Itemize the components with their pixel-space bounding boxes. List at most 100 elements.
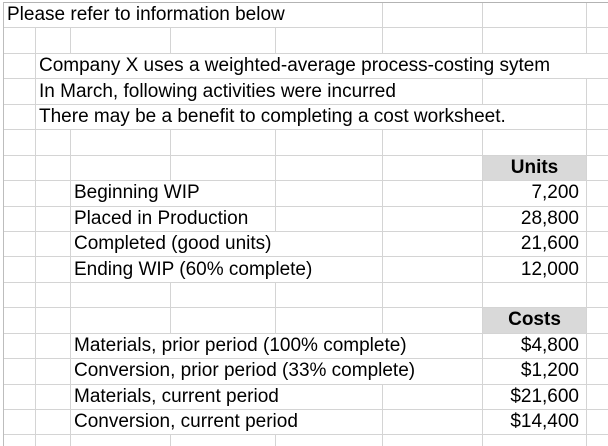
empty-cell[interactable] xyxy=(383,206,483,232)
empty-cell[interactable] xyxy=(36,308,71,334)
empty-cell[interactable] xyxy=(4,359,36,385)
empty-cell[interactable] xyxy=(383,410,483,436)
empty-cell[interactable] xyxy=(483,28,587,54)
empty-cell[interactable] xyxy=(36,181,71,207)
empty-cell[interactable] xyxy=(36,384,71,410)
empty-cell[interactable] xyxy=(383,435,483,446)
empty-cell[interactable] xyxy=(36,410,71,436)
cell-note-line1[interactable]: Company X uses a weighted-average proces… xyxy=(36,54,608,80)
empty-cell[interactable] xyxy=(276,130,383,156)
empty-cell[interactable] xyxy=(4,435,36,446)
empty-cell[interactable] xyxy=(587,435,608,446)
empty-cell[interactable] xyxy=(383,3,483,29)
empty-cell[interactable] xyxy=(383,155,483,182)
empty-cell[interactable] xyxy=(383,181,483,207)
empty-cell[interactable] xyxy=(4,206,36,232)
cell-value-completed-units[interactable]: 21,600 xyxy=(483,231,587,258)
empty-cell[interactable] xyxy=(4,333,36,360)
empty-cell[interactable] xyxy=(587,232,608,258)
empty-cell[interactable] xyxy=(383,308,483,334)
empty-cell[interactable] xyxy=(36,28,71,54)
empty-cell[interactable] xyxy=(587,105,608,131)
empty-cell[interactable] xyxy=(171,282,276,309)
empty-cell[interactable] xyxy=(36,130,71,156)
cell-label-materials-prior[interactable]: Materials, prior period (100% complete) xyxy=(71,333,483,360)
cell-note-line2[interactable]: In March, following activities were incu… xyxy=(36,79,483,105)
empty-cell[interactable] xyxy=(71,155,171,182)
empty-cell[interactable] xyxy=(71,435,171,446)
empty-cell[interactable] xyxy=(71,28,171,54)
cell-label-materials-current[interactable]: Materials, current period xyxy=(71,384,383,410)
cell-value-conversion-current[interactable]: $14,400 xyxy=(483,410,587,436)
empty-cell[interactable] xyxy=(4,308,36,334)
empty-cell[interactable] xyxy=(587,156,608,182)
empty-cell[interactable] xyxy=(587,3,608,29)
empty-cell[interactable] xyxy=(36,231,71,258)
empty-cell[interactable] xyxy=(383,231,483,258)
cell-label-placed-in-production[interactable]: Placed in Production xyxy=(71,206,276,232)
cell-label-conversion-current[interactable]: Conversion, current period xyxy=(71,410,383,436)
empty-cell[interactable] xyxy=(587,308,608,334)
empty-cell[interactable] xyxy=(483,3,587,29)
cell-note-title[interactable]: Please refer to information below xyxy=(4,3,383,29)
empty-cell[interactable] xyxy=(383,384,483,410)
empty-cell[interactable] xyxy=(36,435,71,446)
empty-cell[interactable] xyxy=(587,359,608,385)
cell-value-ending-wip[interactable]: 12,000 xyxy=(483,257,587,283)
cell-label-ending-wip[interactable]: Ending WIP (60% complete) xyxy=(71,257,383,283)
empty-cell[interactable] xyxy=(276,308,383,334)
empty-cell[interactable] xyxy=(587,207,608,232)
cell-value-beginning-wip[interactable]: 7,200 xyxy=(483,181,587,207)
empty-cell[interactable] xyxy=(4,231,36,258)
cell-label-conversion-prior[interactable]: Conversion, prior period (33% complete) xyxy=(71,359,483,385)
empty-cell[interactable] xyxy=(483,435,587,446)
empty-cell[interactable] xyxy=(483,130,587,156)
empty-cell[interactable] xyxy=(276,206,383,232)
empty-cell[interactable] xyxy=(36,206,71,232)
empty-cell[interactable] xyxy=(71,308,171,334)
empty-cell[interactable] xyxy=(4,384,36,410)
empty-cell[interactable] xyxy=(171,155,276,182)
empty-cell[interactable] xyxy=(4,79,36,105)
cell-label-beginning-wip[interactable]: Beginning WIP xyxy=(71,181,276,207)
empty-cell[interactable] xyxy=(171,435,276,446)
empty-cell[interactable] xyxy=(383,257,483,283)
empty-cell[interactable] xyxy=(4,130,36,156)
empty-cell[interactable] xyxy=(383,282,483,309)
empty-cell[interactable] xyxy=(36,333,71,360)
empty-cell[interactable] xyxy=(36,257,71,283)
empty-cell[interactable] xyxy=(171,308,276,334)
empty-cell[interactable] xyxy=(4,181,36,207)
empty-cell[interactable] xyxy=(587,334,608,360)
empty-cell[interactable] xyxy=(276,435,383,446)
empty-cell[interactable] xyxy=(71,282,171,309)
cell-costs-header[interactable]: Costs xyxy=(483,308,587,334)
empty-cell[interactable] xyxy=(587,28,608,54)
empty-cell[interactable] xyxy=(276,28,383,54)
empty-cell[interactable] xyxy=(4,410,36,436)
empty-cell[interactable] xyxy=(171,28,276,54)
empty-cell[interactable] xyxy=(483,282,587,309)
empty-cell[interactable] xyxy=(383,28,483,54)
empty-cell[interactable] xyxy=(36,359,71,385)
cell-label-completed-units[interactable]: Completed (good units) xyxy=(71,231,383,258)
empty-cell[interactable] xyxy=(587,257,608,283)
empty-cell[interactable] xyxy=(4,28,36,54)
empty-cell[interactable] xyxy=(36,155,71,182)
cell-note-line3[interactable]: There may be a benefit to completing a c… xyxy=(36,104,587,131)
empty-cell[interactable] xyxy=(4,257,36,283)
empty-cell[interactable] xyxy=(587,181,608,207)
empty-cell[interactable] xyxy=(587,79,608,105)
empty-cell[interactable] xyxy=(36,282,71,309)
empty-cell[interactable] xyxy=(483,79,587,105)
cell-value-conversion-prior[interactable]: $1,200 xyxy=(483,359,587,385)
empty-cell[interactable] xyxy=(587,130,608,156)
cell-value-materials-prior[interactable]: $4,800 xyxy=(483,333,587,360)
empty-cell[interactable] xyxy=(587,385,608,410)
cell-units-header[interactable]: Units xyxy=(483,155,587,182)
empty-cell[interactable] xyxy=(276,155,383,182)
empty-cell[interactable] xyxy=(587,283,608,309)
empty-cell[interactable] xyxy=(383,130,483,156)
empty-cell[interactable] xyxy=(4,53,36,80)
empty-cell[interactable] xyxy=(587,410,608,436)
